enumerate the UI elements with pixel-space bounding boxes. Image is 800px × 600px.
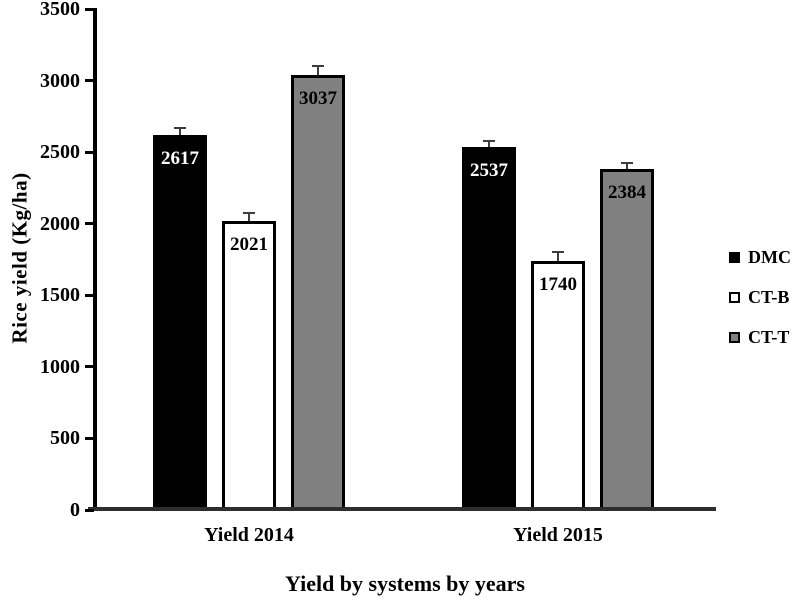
bar-value-label: 2537 — [470, 159, 508, 181]
error-bar-stem — [626, 163, 628, 169]
y-tick-label: 1000 — [40, 355, 80, 378]
error-bar-cap — [312, 65, 324, 68]
y-tick-mark — [85, 365, 94, 369]
y-tick-mark — [85, 436, 94, 440]
legend-swatch-icon — [729, 291, 740, 303]
legend-label: CT-T — [748, 326, 790, 347]
y-tick-label: 500 — [50, 427, 80, 450]
bar-value-label: 2617 — [161, 148, 199, 170]
error-bar-stem — [179, 128, 181, 136]
legend-item-dmc: DMC — [729, 246, 791, 268]
legend-label: CT-B — [748, 286, 790, 307]
y-tick-label: 2500 — [40, 141, 80, 164]
x-axis-title: Yield by systems by years — [285, 571, 525, 596]
error-bar-cap — [621, 161, 633, 164]
y-tick-label: 3500 — [40, 0, 80, 20]
bar-value-label: 1740 — [539, 273, 577, 295]
error-bar-cap — [174, 126, 186, 129]
y-tick-mark — [85, 79, 94, 83]
y-tick-mark — [85, 150, 94, 154]
bar-ct-t-yield-2014 — [291, 75, 345, 510]
x-category-label-yield-2015: Yield 2015 — [513, 524, 603, 546]
bar-dmc-yield-2014 — [153, 135, 207, 510]
y-axis-title: Rice yield (Kg/ha) — [7, 172, 32, 344]
y-tick-label: 3000 — [40, 69, 80, 92]
y-tick-mark — [85, 222, 94, 226]
y-tick-label: 2000 — [40, 212, 80, 235]
bar-value-label: 2021 — [230, 233, 268, 255]
bar-ct-t-yield-2015 — [600, 168, 654, 510]
legend-item-ct-t: CT-T — [729, 326, 789, 348]
legend-item-ct-b: CT-B — [729, 286, 789, 308]
x-category-label-yield-2014: Yield 2014 — [204, 524, 294, 546]
bar-ct-b-yield-2015 — [531, 260, 585, 510]
x-axis-line — [88, 507, 716, 511]
y-tick-label: 0 — [70, 499, 80, 521]
legend-swatch-icon — [729, 331, 740, 343]
y-tick-mark — [85, 293, 94, 297]
y-tick-mark — [85, 7, 94, 11]
error-bar-stem — [557, 253, 559, 261]
y-tick-label: 1500 — [40, 284, 80, 307]
bar-ct-b-yield-2014 — [222, 220, 276, 510]
error-bar-cap — [483, 139, 495, 142]
error-bar-stem — [488, 141, 490, 147]
bar-dmc-yield-2015 — [462, 146, 516, 510]
bar-value-label: 2384 — [608, 181, 646, 203]
legend-swatch-icon — [729, 251, 740, 263]
legend-label: DMC — [748, 246, 791, 267]
bar-value-label: 3037 — [299, 88, 337, 110]
error-bar-cap — [243, 212, 255, 215]
error-bar-cap — [552, 251, 564, 254]
error-bar-stem — [317, 67, 319, 76]
error-bar-stem — [248, 214, 250, 221]
y-axis-line — [93, 8, 97, 511]
y-tick-mark — [85, 508, 94, 512]
